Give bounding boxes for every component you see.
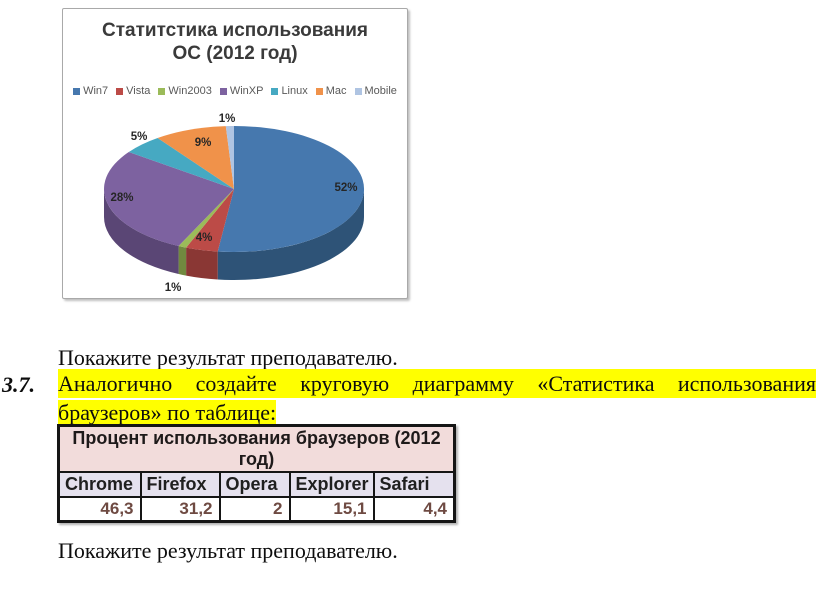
paragraph-show-result-2: Покажите результат преподавателю. bbox=[58, 538, 398, 563]
table-header-row: Chrome Firefox Opera Explorer Safari bbox=[57, 471, 456, 498]
legend-label-winxp: WinXP bbox=[229, 85, 264, 97]
legend-swatch-mobile bbox=[354, 87, 362, 95]
legend-item-win2003: Win2003 bbox=[158, 85, 212, 97]
pie-label-mac: 9% bbox=[195, 137, 212, 149]
table-value-firefox: 31,2 bbox=[139, 496, 221, 523]
legend-label-win7: Win7 bbox=[83, 85, 109, 97]
task-text-line2: браузеров» по таблице: bbox=[58, 400, 277, 425]
legend-label-mac: Mac bbox=[325, 85, 347, 97]
pie-label-win2003: 1% bbox=[165, 282, 182, 294]
task-item-number: 3.7. bbox=[2, 372, 35, 397]
pie-side-vista bbox=[186, 247, 218, 280]
pie-slice-vista bbox=[186, 189, 234, 252]
pie-label-win7: 52% bbox=[334, 182, 357, 194]
legend-item-mobile: Mobile bbox=[354, 85, 397, 97]
pie-slice-linux bbox=[128, 138, 234, 189]
table-value-row: 46,3 31,2 2 15,1 4,4 bbox=[57, 496, 456, 523]
chart-title: Статитстика использования ОС (2012 год) bbox=[63, 19, 407, 65]
paragraph-show-result-1: Покажите результат преподавателю. bbox=[58, 345, 398, 370]
pie-3d: 52% 4% 1% 28% 5% 9% 1% bbox=[104, 113, 365, 294]
task-text-line1: Аналогично создайте круговую диаграмму «… bbox=[58, 369, 816, 398]
pie-slice-winxp bbox=[104, 152, 234, 246]
pie-side-winxp bbox=[104, 189, 179, 274]
pie-label-linux: 5% bbox=[131, 131, 148, 143]
pie-side-win7 bbox=[217, 189, 364, 280]
legend-swatch-win7 bbox=[73, 87, 81, 95]
pie-slice-mac bbox=[157, 126, 234, 189]
pie-slice-mobile bbox=[225, 125, 234, 189]
legend-swatch-winxp bbox=[219, 87, 227, 95]
chart-title-line1: Статитстика использования bbox=[102, 20, 368, 41]
browser-usage-table[interactable]: Процент использования браузеров (2012 го… bbox=[57, 424, 456, 523]
legend-label-win2003: Win2003 bbox=[168, 85, 212, 97]
table-title-row: Процент использования браузеров (2012 го… bbox=[57, 424, 456, 473]
legend-item-vista: Vista bbox=[116, 85, 150, 97]
legend-item-mac: Mac bbox=[315, 85, 347, 97]
pie-label-vista: 4% bbox=[196, 232, 213, 244]
table-value-explorer: 15,1 bbox=[288, 496, 375, 523]
table-value-safari: 4,4 bbox=[372, 496, 456, 523]
table-header-chrome: Chrome bbox=[57, 471, 142, 498]
pie-label-mobile: 1% bbox=[219, 113, 236, 125]
table-value-chrome: 46,3 bbox=[57, 496, 142, 523]
chart-title-line2: ОС (2012 год) bbox=[172, 43, 298, 64]
legend-swatch-linux bbox=[271, 87, 279, 95]
pie-label-winxp: 28% bbox=[110, 192, 133, 204]
table-header-explorer: Explorer bbox=[288, 471, 375, 498]
pie-slice-win2003 bbox=[178, 189, 234, 248]
pie-side-win2003 bbox=[178, 246, 187, 276]
table-header-safari: Safari bbox=[372, 471, 456, 498]
pie-slice-win7 bbox=[217, 126, 365, 252]
legend-swatch-mac bbox=[315, 87, 323, 95]
table-header-firefox: Firefox bbox=[139, 471, 221, 498]
table-value-opera: 2 bbox=[218, 496, 291, 523]
legend-swatch-win2003 bbox=[158, 87, 166, 95]
legend-label-mobile: Mobile bbox=[364, 85, 397, 97]
legend-item-win7: Win7 bbox=[73, 85, 108, 97]
chart-legend: Win7 Vista Win2003 WinXP Linux Mac Mobil… bbox=[63, 85, 407, 97]
table-title: Процент использования браузеров (2012 го… bbox=[57, 424, 456, 473]
legend-swatch-vista bbox=[116, 87, 124, 95]
table-header-opera: Opera bbox=[218, 471, 291, 498]
legend-item-winxp: WinXP bbox=[219, 85, 264, 97]
legend-label-vista: Vista bbox=[126, 85, 151, 97]
os-usage-pie-chart[interactable]: Статитстика использования ОС (2012 год) … bbox=[62, 8, 408, 299]
legend-label-linux: Linux bbox=[281, 85, 308, 97]
task-paragraph: Аналогично создайте круговую диаграмму «… bbox=[58, 369, 816, 427]
legend-item-linux: Linux bbox=[271, 85, 308, 97]
